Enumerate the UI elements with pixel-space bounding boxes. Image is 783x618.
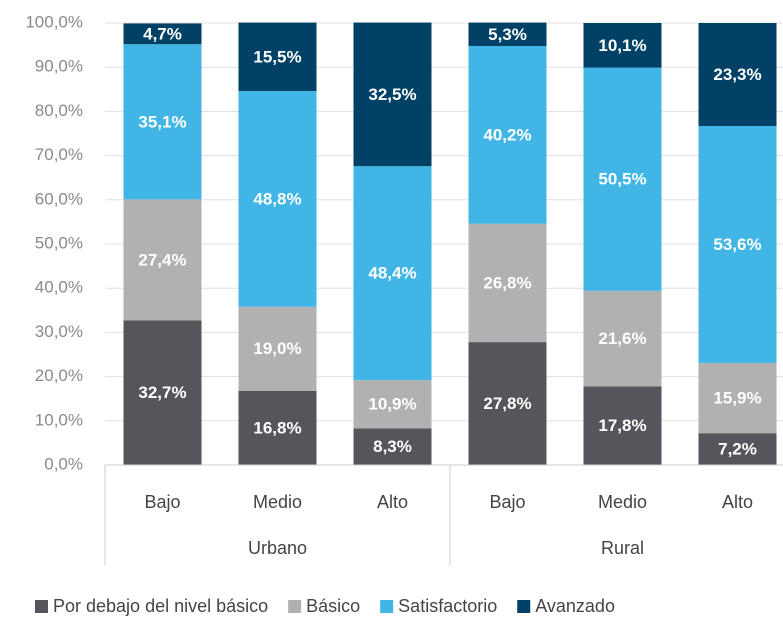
y-tick-label: 50,0% (35, 233, 83, 252)
value-label: 7,2% (718, 440, 757, 459)
legend-label: Avanzado (535, 596, 615, 616)
bar-segment (353, 166, 432, 381)
bar-segment (238, 306, 317, 391)
value-label: 10,9% (368, 395, 416, 414)
y-tick-label: 10,0% (35, 410, 83, 429)
group-label: Rural (601, 538, 644, 558)
legend-label: Por debajo del nivel básico (53, 596, 268, 616)
x-tick-label: Medio (253, 492, 302, 512)
bar-segment (583, 67, 662, 291)
y-tick-label: 20,0% (35, 366, 83, 385)
bar-segment (238, 390, 317, 465)
value-label: 27,4% (138, 250, 186, 269)
y-tick-label: 70,0% (35, 145, 83, 164)
value-label: 32,5% (368, 85, 416, 104)
value-label: 53,6% (713, 235, 761, 254)
value-label: 10,1% (598, 36, 646, 55)
value-label: 27,8% (483, 394, 531, 413)
y-tick-label: 90,0% (35, 57, 83, 76)
legend-label: Satisfactorio (398, 596, 497, 616)
x-tick-label: Alto (377, 492, 408, 512)
x-tick-label: Bajo (144, 492, 180, 512)
bar-segment (698, 362, 777, 434)
value-label: 5,3% (488, 25, 527, 44)
bar-segment (123, 199, 202, 321)
bar-segment (698, 433, 777, 465)
bar-segment (583, 23, 662, 68)
legend-label: Básico (306, 596, 360, 616)
bar-segment (468, 342, 547, 465)
y-tick-label: 0,0% (44, 454, 83, 473)
y-tick-label: 100,0% (25, 12, 83, 31)
legend-swatch (35, 600, 48, 613)
value-label: 16,8% (253, 418, 301, 437)
bar-segment (583, 290, 662, 387)
value-label: 32,7% (138, 383, 186, 402)
value-label: 48,4% (368, 264, 416, 283)
value-label: 40,2% (483, 125, 531, 144)
value-label: 8,3% (373, 437, 412, 456)
value-label: 15,5% (253, 47, 301, 66)
value-label: 15,9% (713, 389, 761, 408)
value-label: 17,8% (598, 416, 646, 435)
bar-segment (123, 320, 202, 465)
bar-segment (698, 125, 777, 363)
legend-swatch (380, 600, 394, 613)
value-label: 48,8% (253, 189, 301, 208)
x-tick-label: Alto (722, 492, 753, 512)
bar-segment (353, 428, 432, 465)
bar-segment (353, 380, 432, 429)
group-label: Urbano (248, 538, 307, 558)
y-tick-label: 60,0% (35, 189, 83, 208)
bar-segment (468, 45, 547, 224)
bar-segment (238, 91, 317, 307)
bar-segment (583, 386, 662, 465)
x-tick-label: Bajo (489, 492, 525, 512)
bar-segment (123, 23, 202, 45)
y-tick-label: 30,0% (35, 322, 83, 341)
legend-swatch (517, 600, 531, 613)
x-tick-label: Medio (598, 492, 647, 512)
bar-segment (238, 22, 317, 92)
bar-segment (353, 22, 432, 167)
y-tick-label: 80,0% (35, 101, 83, 120)
value-label: 35,1% (138, 112, 186, 131)
bar-segment (698, 23, 777, 126)
bar-segment (123, 44, 202, 200)
bar-segment (468, 223, 547, 343)
legend-swatch (288, 600, 302, 613)
bar-segment (468, 22, 547, 46)
value-label: 23,3% (713, 65, 761, 84)
value-label: 50,5% (598, 170, 646, 189)
y-tick-label: 40,0% (35, 278, 83, 297)
value-label: 21,6% (598, 329, 646, 348)
value-label: 4,7% (143, 24, 182, 43)
value-label: 26,8% (483, 273, 531, 292)
value-label: 19,0% (253, 339, 301, 358)
